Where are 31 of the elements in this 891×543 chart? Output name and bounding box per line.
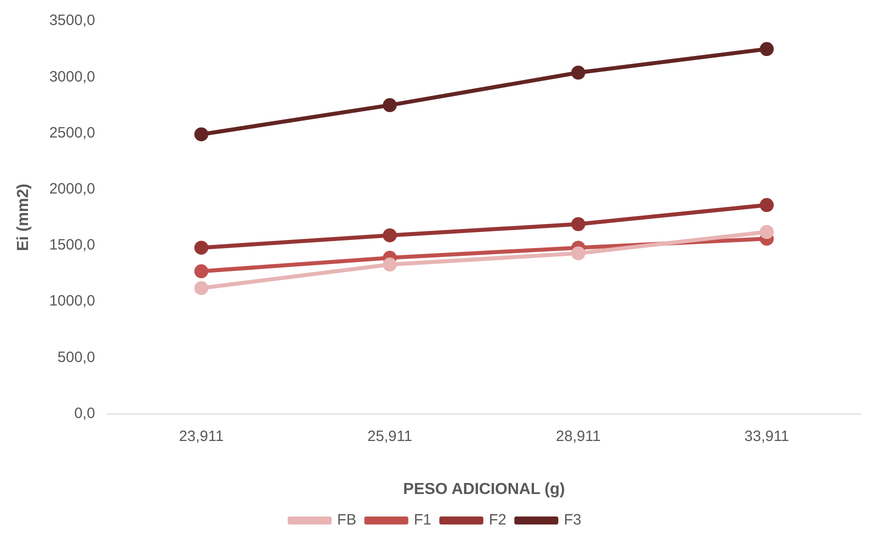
legend-label: F2 xyxy=(488,512,506,529)
point xyxy=(571,217,586,232)
x-axis-title: PESO ADICIONAL (g) xyxy=(403,480,565,498)
legend-label: F3 xyxy=(564,512,582,529)
legend-label: FB xyxy=(337,512,356,529)
point xyxy=(382,228,397,242)
point xyxy=(382,258,397,272)
point xyxy=(760,42,774,56)
y-tick-label: 1500,0 xyxy=(49,236,96,254)
y-tick-label: 2500,0 xyxy=(49,124,96,142)
x-tick-label: 28,911 xyxy=(556,428,601,445)
point xyxy=(194,240,208,255)
point xyxy=(760,224,774,239)
y-tick-label: 500,0 xyxy=(58,348,96,366)
point xyxy=(571,246,586,260)
x-tick-label: 25,911 xyxy=(367,428,412,445)
y-axis-title: Ei (mm2) xyxy=(15,184,32,252)
x-tick-label: 23,911 xyxy=(178,428,224,445)
point xyxy=(382,98,397,112)
y-tick-label: 1000,0 xyxy=(49,292,96,310)
point xyxy=(760,198,774,212)
y-tick-label: 2000,0 xyxy=(49,180,96,198)
legend-label: F1 xyxy=(414,512,432,529)
y-tick-label: 3500,0 xyxy=(49,12,96,30)
point xyxy=(571,66,586,80)
point xyxy=(194,264,208,278)
y-tick-label: 0,0 xyxy=(74,404,96,422)
y-tick-label: 3000,0 xyxy=(49,68,96,86)
point xyxy=(194,127,208,142)
x-tick-label: 33,911 xyxy=(744,428,790,445)
point xyxy=(194,281,208,296)
